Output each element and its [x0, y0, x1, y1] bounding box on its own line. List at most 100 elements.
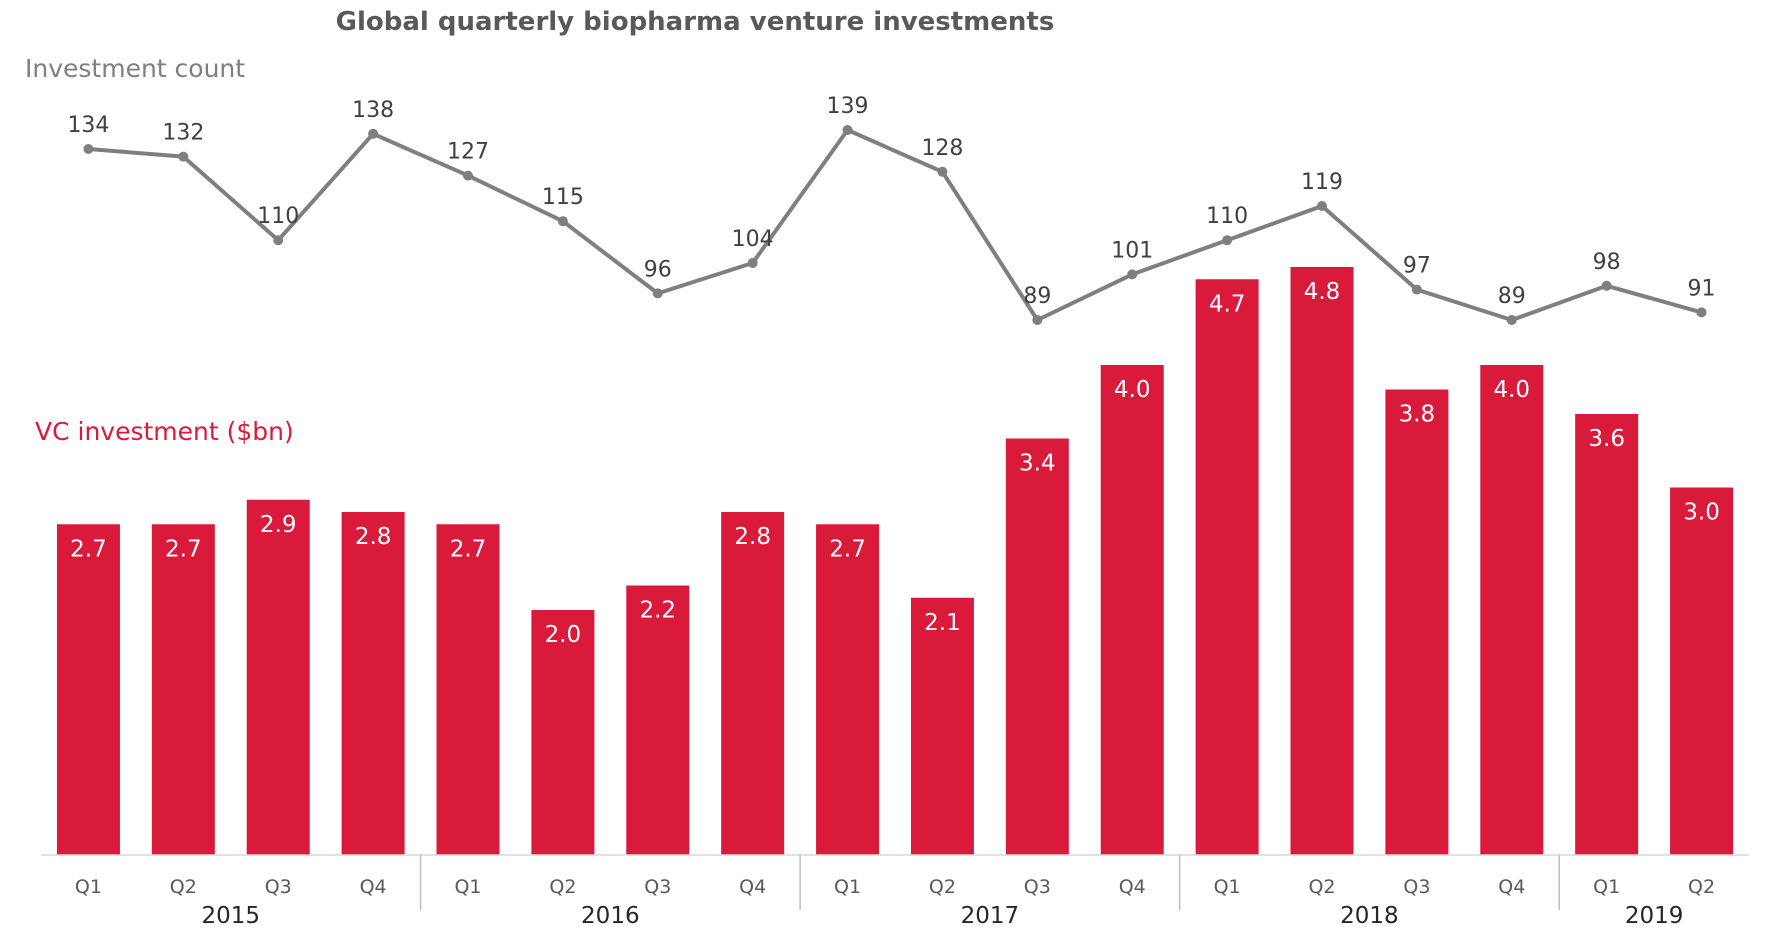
- bar-17: [1575, 414, 1639, 855]
- bar-value-label-12: 4.0: [1114, 377, 1151, 403]
- year-label-2015: 2015: [202, 903, 261, 928]
- count-point-13: [1222, 235, 1233, 246]
- bar-2: [151, 524, 215, 855]
- bar-6: [531, 610, 595, 855]
- bar-value-label-5: 2.7: [450, 536, 487, 562]
- count-point-2: [178, 151, 189, 162]
- bar-8: [721, 512, 785, 855]
- count-value-label-8: 104: [732, 227, 774, 252]
- bar-18: [1670, 487, 1734, 855]
- count-point-10: [937, 166, 948, 177]
- bar-value-label-16: 4.0: [1493, 377, 1530, 403]
- count-line: [88, 128, 1703, 322]
- count-value-label-15: 97: [1403, 254, 1431, 279]
- bar-7: [626, 585, 690, 855]
- count-value-label-1: 134: [67, 113, 109, 138]
- count-point-11: [1032, 315, 1043, 325]
- x-tick-label-4: Q4: [360, 876, 387, 898]
- x-axis: Q1 Q2 Q3 Q4 Q1 Q2 Q3 Q4 Q1 Q2 Q3 Q4 Q1 Q2 Q3 Q4 Q1 Q22015…: [75, 855, 1715, 928]
- bars-group: 2.7 2.7 2.9 2.8 2.7 2.0 2.2 2.8 2.7 2.1 3.4 4.0 4.7 4…: [56, 267, 1734, 855]
- count-value-label-6: 115: [542, 185, 584, 210]
- count-point-4: [368, 128, 379, 139]
- count-point-16: [1506, 315, 1517, 325]
- bar-1: [56, 524, 120, 855]
- bar-12: [1100, 365, 1164, 855]
- year-label-2016: 2016: [581, 903, 640, 928]
- x-tick-label-9: Q1: [834, 876, 861, 898]
- bar-value-label-10: 2.1: [924, 610, 961, 636]
- count-value-label-9: 139: [827, 94, 869, 119]
- bar-series-label: VC investment ($bn): [35, 417, 294, 446]
- x-tick-label-8: Q4: [739, 876, 766, 898]
- year-label-2019: 2019: [1625, 903, 1684, 928]
- bar-value-label-3: 2.9: [260, 512, 297, 538]
- count-value-label-3: 110: [257, 204, 299, 229]
- x-tick-label-2: Q2: [170, 876, 197, 898]
- count-value-label-16: 89: [1498, 284, 1526, 309]
- x-tick-label-10: Q2: [929, 876, 956, 898]
- count-value-label-5: 127: [447, 140, 489, 165]
- count-value-label-2: 132: [162, 121, 204, 146]
- bar-value-label-9: 2.7: [829, 536, 866, 562]
- count-point-14: [1317, 201, 1327, 211]
- bar-15: [1385, 389, 1449, 855]
- count-value-label-13: 110: [1206, 204, 1248, 229]
- count-point-6: [557, 216, 568, 227]
- bar-value-label-2: 2.7: [165, 536, 202, 562]
- line-series-label: Investment count: [25, 54, 245, 83]
- bar-value-label-8: 2.8: [734, 524, 771, 550]
- bar-5: [436, 524, 500, 855]
- bar-value-label-17: 3.6: [1588, 426, 1625, 452]
- count-point-5: [463, 170, 473, 181]
- count-point-7: [652, 288, 663, 299]
- x-tick-label-16: Q4: [1498, 876, 1525, 898]
- x-tick-label-3: Q3: [265, 876, 292, 898]
- bar-16: [1480, 365, 1544, 855]
- x-tick-label-5: Q1: [454, 876, 481, 898]
- count-point-12: [1127, 269, 1138, 280]
- x-tick-label-13: Q1: [1214, 876, 1241, 898]
- count-value-label-4: 138: [352, 98, 394, 123]
- x-tick-label-11: Q3: [1024, 876, 1051, 898]
- count-value-label-7: 96: [644, 257, 672, 282]
- count-value-label-12: 101: [1111, 238, 1153, 263]
- count-point-17: [1601, 280, 1612, 291]
- count-point-3: [273, 235, 284, 246]
- count-value-label-10: 128: [921, 136, 963, 161]
- count-point-1: [83, 144, 94, 154]
- bar-4: [341, 512, 405, 855]
- bar-13: [1195, 279, 1259, 855]
- x-tick-label-6: Q2: [549, 876, 576, 898]
- count-point-8: [747, 258, 758, 268]
- x-tick-label-15: Q3: [1403, 876, 1430, 898]
- bar-value-label-13: 4.7: [1209, 291, 1246, 317]
- x-tick-label-12: Q4: [1119, 876, 1146, 898]
- count-point-18: [1696, 307, 1707, 318]
- year-label-2017: 2017: [961, 903, 1020, 928]
- bar-9: [816, 524, 880, 855]
- bar-value-label-11: 3.4: [1019, 451, 1056, 477]
- bar-10: [910, 597, 974, 855]
- year-label-2018: 2018: [1340, 903, 1399, 928]
- chart-title: Global quarterly biopharma venture inves…: [336, 7, 1055, 37]
- bar-value-label-1: 2.7: [70, 536, 107, 562]
- bar-3: [246, 499, 310, 855]
- bar-value-label-14: 4.8: [1304, 279, 1341, 305]
- x-tick-label-7: Q3: [644, 876, 671, 898]
- x-tick-label-18: Q2: [1688, 876, 1715, 898]
- count-value-label-14: 119: [1301, 170, 1343, 195]
- x-tick-label-1: Q1: [75, 876, 102, 898]
- count-point-15: [1411, 284, 1422, 295]
- bar-value-label-15: 3.8: [1399, 402, 1436, 428]
- x-tick-label-17: Q1: [1593, 876, 1620, 898]
- bar-value-label-4: 2.8: [355, 524, 392, 550]
- x-tick-label-14: Q2: [1308, 876, 1335, 898]
- count-value-label-18: 91: [1688, 276, 1716, 301]
- count-value-label-17: 98: [1593, 250, 1621, 275]
- count-value-label-11: 89: [1023, 284, 1051, 309]
- bar-value-label-6: 2.0: [545, 622, 582, 648]
- bar-value-label-18: 3.0: [1683, 500, 1720, 526]
- bar-11: [1005, 438, 1069, 855]
- bar-14: [1290, 267, 1354, 855]
